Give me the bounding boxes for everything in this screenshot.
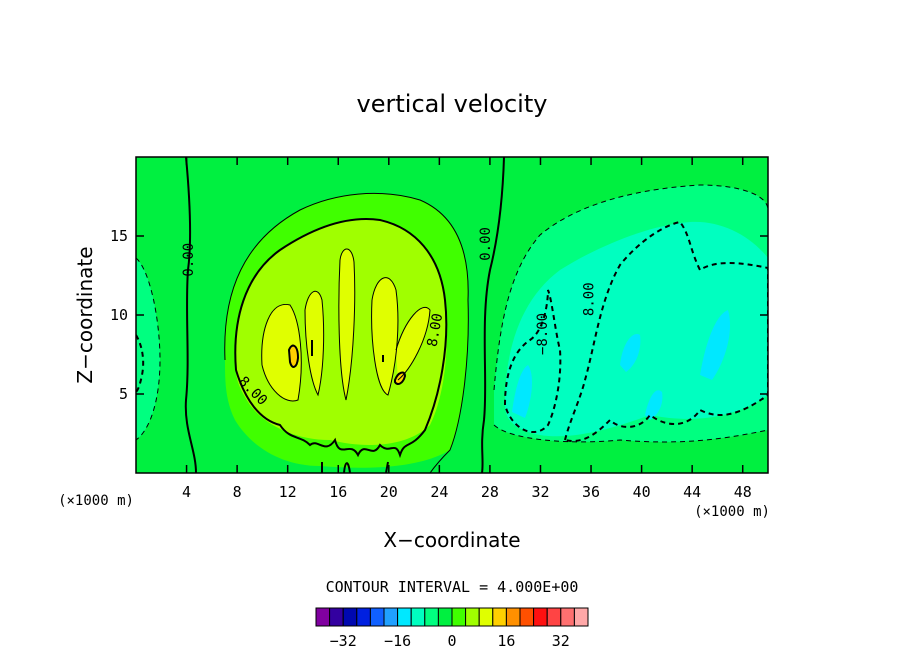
contour-label: −8.00 [535, 313, 551, 355]
left-downdraft-contour-inner [136, 334, 145, 393]
colorbar-tick-label: 0 [447, 632, 456, 650]
updraft-contour-12d [371, 277, 399, 396]
colorbar-swatch [546, 607, 562, 627]
ground-contour-2 [343, 462, 351, 473]
y-tick-label: 10 [110, 306, 128, 324]
colorbar-swatch [560, 607, 575, 627]
colorbar-swatch [424, 607, 439, 627]
x-tick-label: 12 [279, 483, 297, 501]
updraft-contour-4 [224, 192, 469, 473]
downdraft-core-4 [645, 390, 663, 420]
updraft-region-12 [261, 304, 302, 401]
x-tick-label: 16 [329, 483, 347, 501]
colorbar-swatch [505, 607, 521, 627]
updraft-contour-12c [338, 248, 356, 401]
colorbar-tick-label: −32 [330, 632, 357, 650]
plot-area: 0.00 0.008.008.008.00−8.00 4 8 12 16 20 24 28 32… [110, 156, 769, 501]
colorbar-tick-label: 16 [497, 632, 515, 650]
ground-contour-3 [385, 461, 389, 473]
x-tick-label: 40 [633, 483, 651, 501]
contour-label: 8.00 [582, 282, 598, 316]
left-downdraft-contour [136, 257, 161, 441]
x-tick-label: 24 [430, 483, 448, 501]
x-tick-label: 4 [182, 483, 191, 501]
colorbar-tick-label: 32 [552, 632, 570, 650]
downdraft-region-inner [505, 221, 768, 437]
x-tick-label: 28 [481, 483, 499, 501]
updraft-contour-16a [287, 344, 300, 368]
colorbar-swatch [437, 607, 453, 627]
colorbar-swatch [356, 607, 371, 627]
colorbar-swatch [397, 607, 412, 627]
updraft-contour-12e [395, 307, 431, 381]
downdraft-core-1 [512, 365, 532, 418]
zero-contour-right [481, 157, 505, 473]
zero-contour-left [184, 157, 197, 473]
x-tick-label: 32 [531, 483, 549, 501]
downdraft-core-3 [700, 310, 731, 380]
colorbar-swatch [369, 607, 385, 627]
colorbar-swatch [451, 607, 467, 627]
contour-label: 0.00 [181, 243, 197, 277]
colorbar-swatch [573, 607, 589, 627]
contour-label: 8.00 [425, 312, 447, 348]
colorbar-tick-labels: −32 −16 0 16 32 [330, 632, 570, 650]
colorbar-swatch [410, 607, 426, 627]
y-tick-label: 5 [119, 385, 128, 403]
downdraft-core-2 [620, 334, 641, 372]
x-tick-label: 20 [380, 483, 398, 501]
contour-interval-label: CONTOUR INTERVAL = 4.000E+00 [326, 578, 579, 596]
updraft-region-12b [305, 291, 324, 395]
colorbar-swatch [329, 607, 344, 627]
contour-label: 0.00 [478, 227, 494, 261]
colorbar-swatch [519, 607, 535, 627]
downdraft-contour-8a [504, 289, 562, 434]
colorbar-swatch [492, 607, 507, 627]
updraft-contour-16b [394, 371, 407, 385]
colorbar-swatch [315, 607, 331, 627]
updraft-core-16 [289, 345, 298, 367]
colorbar-swatch [465, 607, 480, 627]
updraft-region-12e [396, 307, 430, 380]
x-tick-label: 48 [734, 483, 752, 501]
colorbar-swatch [383, 607, 399, 627]
updraft-region-12c [338, 248, 355, 400]
colorbar-swatch [533, 607, 548, 627]
x-unit-label: (×1000 m) [694, 504, 770, 520]
colorbar-swatch [342, 607, 358, 627]
x-tick-label: 44 [683, 483, 701, 501]
downdraft-contour-4 [493, 184, 768, 391]
updraft-region-12d [371, 277, 398, 395]
y-tick-label: 15 [110, 227, 128, 245]
colorbar-tick-label: −16 [384, 632, 411, 650]
chart-title: vertical velocity [357, 90, 548, 118]
y-axis-label: Z−coordinate [73, 246, 97, 383]
updraft-contour-12a [261, 304, 302, 402]
updraft-contour-12b [304, 290, 325, 397]
y-unit-label: (×1000 m) [58, 493, 134, 509]
colorbar [315, 607, 589, 627]
colorbar-swatch [478, 607, 494, 627]
updraft-contour-8 [234, 218, 448, 459]
downdraft-contour-4-bottom [493, 424, 768, 443]
x-tick-label: 36 [582, 483, 600, 501]
x-axis-label: X−coordinate [383, 528, 520, 552]
x-tick-label: 8 [233, 483, 242, 501]
